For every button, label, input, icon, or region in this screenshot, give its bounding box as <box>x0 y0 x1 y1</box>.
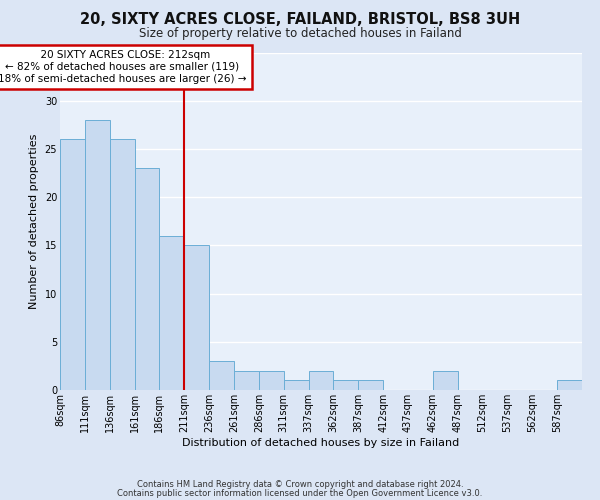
Bar <box>134 168 160 390</box>
Bar <box>358 380 383 390</box>
Bar <box>234 370 259 390</box>
Text: 20, SIXTY ACRES CLOSE, FAILAND, BRISTOL, BS8 3UH: 20, SIXTY ACRES CLOSE, FAILAND, BRISTOL,… <box>80 12 520 28</box>
X-axis label: Distribution of detached houses by size in Failand: Distribution of detached houses by size … <box>182 438 460 448</box>
Text: 20 SIXTY ACRES CLOSE: 212sqm
← 82% of detached houses are smaller (119)
18% of s: 20 SIXTY ACRES CLOSE: 212sqm ← 82% of de… <box>0 50 247 84</box>
Bar <box>209 361 234 390</box>
Bar <box>259 370 284 390</box>
Bar <box>184 246 209 390</box>
Text: Contains HM Land Registry data © Crown copyright and database right 2024.: Contains HM Land Registry data © Crown c… <box>137 480 463 489</box>
Bar <box>433 370 458 390</box>
Bar <box>110 140 134 390</box>
Bar <box>557 380 582 390</box>
Bar <box>308 370 334 390</box>
Y-axis label: Number of detached properties: Number of detached properties <box>29 134 39 309</box>
Text: Contains public sector information licensed under the Open Government Licence v3: Contains public sector information licen… <box>118 488 482 498</box>
Bar <box>334 380 358 390</box>
Bar <box>160 236 184 390</box>
Bar <box>60 140 85 390</box>
Bar <box>284 380 308 390</box>
Bar <box>85 120 110 390</box>
Text: Size of property relative to detached houses in Failand: Size of property relative to detached ho… <box>139 28 461 40</box>
